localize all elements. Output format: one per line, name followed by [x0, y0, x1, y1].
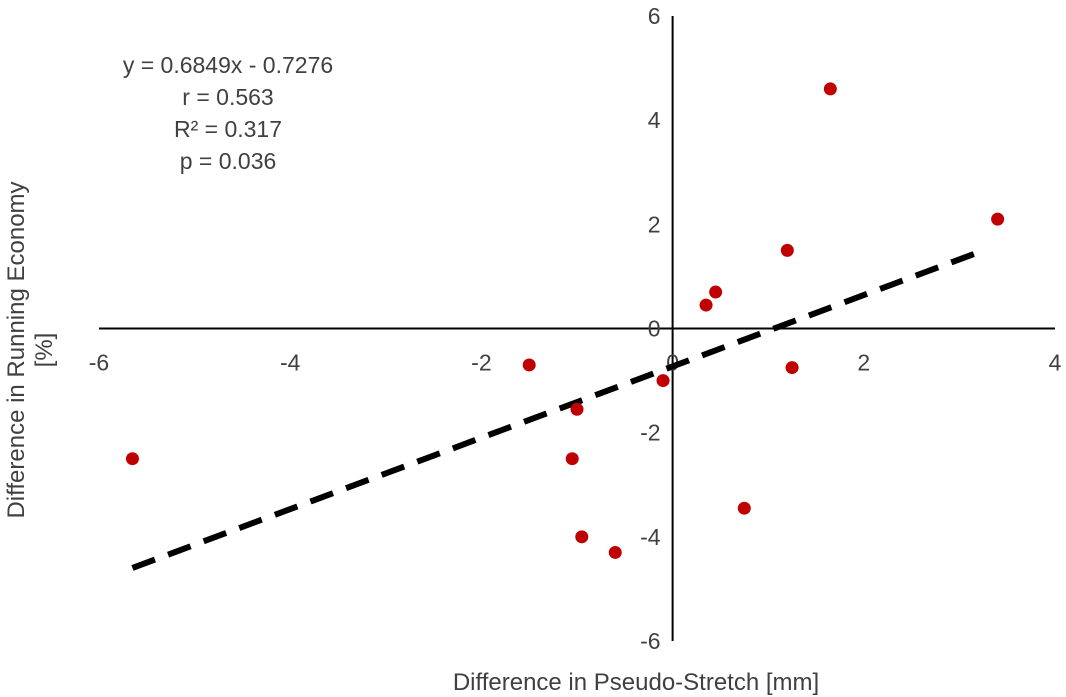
stats-line: R² = 0.317: [174, 116, 282, 142]
x-tick-label: -4: [280, 350, 301, 376]
data-point: [823, 82, 837, 96]
x-tick-label: 2: [857, 350, 870, 376]
trendline: [131, 249, 980, 571]
y-tick-label: -4: [640, 524, 661, 550]
y-tick-label: -2: [640, 420, 660, 446]
y-tick-label: 4: [648, 107, 661, 133]
data-point: [780, 243, 794, 257]
data-point: [991, 212, 1005, 226]
x-tick-label: -6: [89, 350, 109, 376]
data-point: [699, 298, 713, 312]
x-tick-label: 4: [1049, 350, 1062, 376]
y-tick-label: 2: [648, 211, 661, 237]
y-tick-label: 0: [648, 316, 661, 342]
data-point: [709, 285, 723, 299]
data-point: [522, 358, 536, 372]
y-axis-title-line: Difference in Running Economy: [3, 181, 30, 518]
stats-line: r = 0.563: [182, 84, 273, 110]
data-point: [570, 402, 584, 416]
stats-line: p = 0.036: [180, 148, 277, 174]
y-tick-label: -6: [640, 628, 660, 654]
y-tick-label: 6: [648, 3, 661, 29]
x-axis-title: Difference in Pseudo-Stretch [mm]: [453, 669, 819, 696]
data-point: [737, 501, 751, 515]
data-point: [656, 374, 670, 388]
y-axis-title-line: [%]: [31, 333, 58, 368]
data-point: [608, 545, 622, 559]
x-tick-labels: -6 -4 -2 0 2 4: [89, 350, 1062, 376]
data-point: [575, 530, 589, 544]
data-point: [785, 361, 799, 375]
y-axis-title: Difference in Running Economy [%]: [3, 181, 58, 518]
data-point: [125, 452, 139, 466]
regression-stats: y = 0.6849x - 0.7276 r = 0.563 R² = 0.317 p…: [123, 52, 333, 174]
stats-line: y = 0.6849x - 0.7276: [123, 52, 333, 78]
data-point: [565, 452, 579, 466]
x-tick-label: -2: [471, 350, 491, 376]
y-tick-labels: -6 -4 -2 0 2 4 6: [640, 3, 661, 654]
data-points: [125, 82, 1005, 559]
axes: [99, 16, 1055, 641]
